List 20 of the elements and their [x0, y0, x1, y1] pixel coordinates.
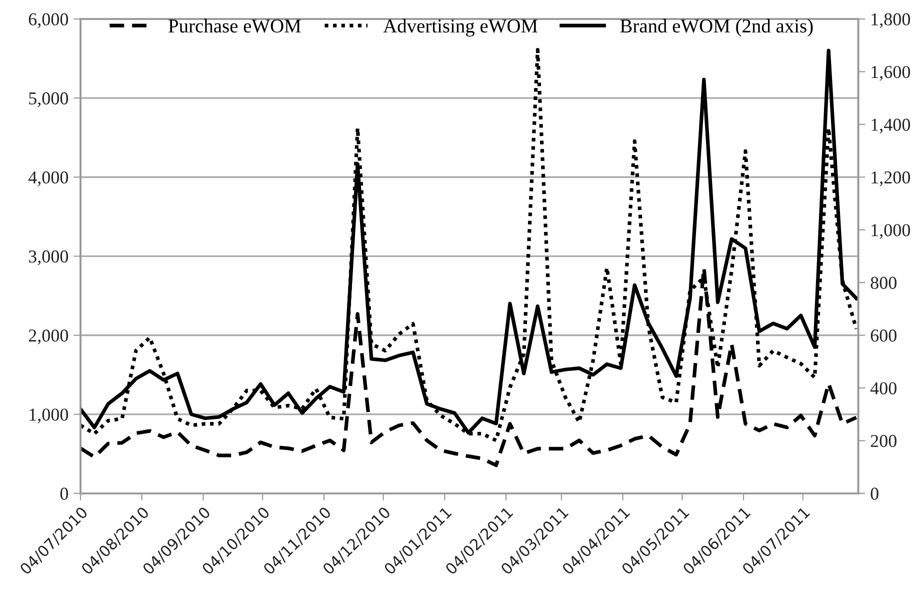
y-tick-label: 2,000 — [28, 330, 68, 344]
y-tick-label: 0 — [60, 488, 68, 500]
y-tick-label: 5,000 — [29, 92, 68, 108]
y-tick-label: 1,000 — [30, 408, 68, 424]
y2-tick-label: 800 — [870, 276, 896, 289]
y2-tick-label: 200 — [870, 434, 896, 448]
y2-tick-label: 1,800 — [872, 13, 910, 28]
y2-tick-label: 400 — [870, 382, 896, 394]
legend-label: Brand eWOM (2nd axis) — [620, 18, 813, 37]
y2-tick-label: 1,600 — [872, 66, 910, 81]
y-tick-label: 4,000 — [28, 171, 68, 186]
y2-tick-label: 0 — [870, 488, 878, 500]
legend-label: Advertising eWOM — [383, 18, 538, 37]
y2-tick-label: 1,200 — [872, 171, 910, 186]
y2-tick-label: 1,000 — [872, 224, 910, 239]
y-tick-label: 6,000 — [28, 13, 68, 28]
legend-label: Purchase eWOM — [168, 18, 301, 33]
y2-tick-label: 1,400 — [872, 118, 910, 134]
y-tick-label: 3,000 — [28, 250, 68, 266]
y2-tick-label: 600 — [870, 330, 896, 342]
